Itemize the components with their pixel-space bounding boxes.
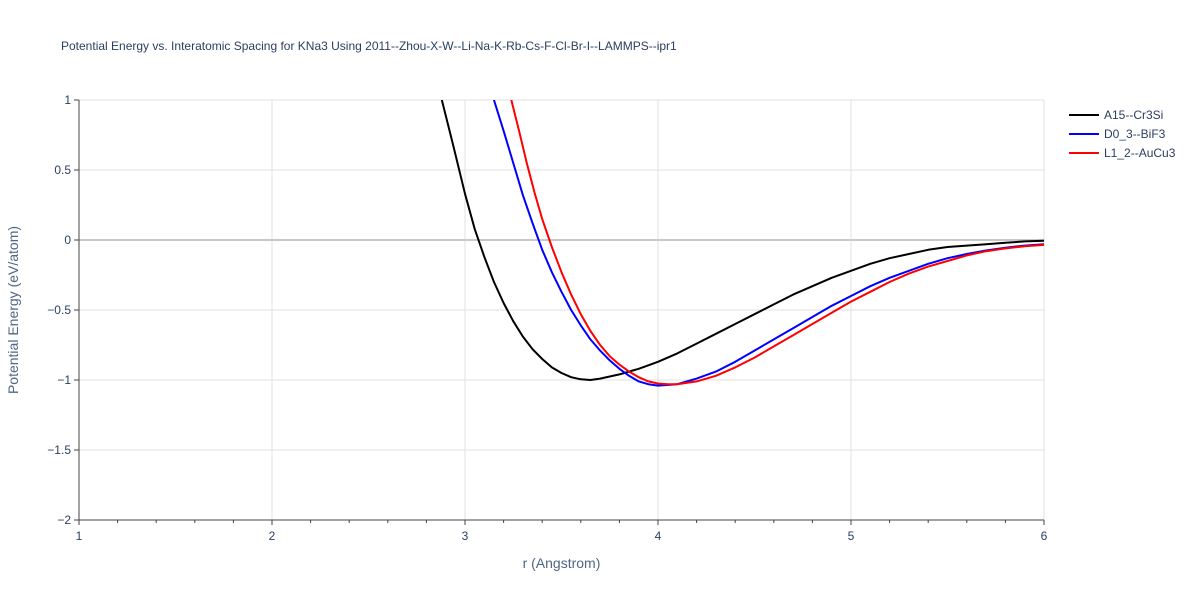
legend-label: A15--Cr3Si (1104, 108, 1163, 122)
chart-title: Potential Energy vs. Interatomic Spacing… (61, 39, 677, 53)
y-tick-label: 0.5 (54, 163, 71, 177)
series-line-0 (440, 100, 1044, 381)
series-line-1 (492, 100, 1044, 387)
legend-item[interactable]: D0_3--BiF3 (1069, 127, 1166, 141)
legend-label: L1_2--AuCu3 (1104, 146, 1176, 160)
y-tick-label: −2 (57, 513, 71, 527)
y-axis-title: Potential Energy (eV/atom) (5, 226, 21, 394)
x-tick-label: 3 (462, 529, 469, 543)
y-tick-label: 0 (64, 233, 71, 247)
y-tick-label: 1 (64, 93, 71, 107)
legend-label: D0_3--BiF3 (1104, 127, 1166, 141)
x-tick-label: 6 (1041, 529, 1048, 543)
tick-labels: 1 2 3 4 5 6 −2 −1.5 −1 −0.5 0 0.5 1 (47, 93, 1047, 543)
legend-item[interactable]: A15--Cr3Si (1069, 108, 1163, 122)
x-tick-label: 2 (269, 529, 276, 543)
y-tick-label: −0.5 (47, 303, 71, 317)
x-tick-label: 5 (848, 529, 855, 543)
legend-item[interactable]: L1_2--AuCu3 (1069, 146, 1176, 160)
y-tick-label: −1.5 (47, 443, 71, 457)
x-tick-label: 1 (76, 529, 83, 543)
axes (74, 99, 1045, 525)
x-tick-label: 4 (655, 529, 662, 543)
legend[interactable]: A15--Cr3Si D0_3--BiF3 L1_2--AuCu3 (1069, 108, 1176, 160)
y-tick-label: −1 (57, 373, 71, 387)
grid-lines (79, 99, 1045, 520)
series-layer (440, 100, 1044, 387)
series-line-2 (510, 100, 1044, 386)
x-axis-title: r (Angstrom) (523, 555, 601, 571)
